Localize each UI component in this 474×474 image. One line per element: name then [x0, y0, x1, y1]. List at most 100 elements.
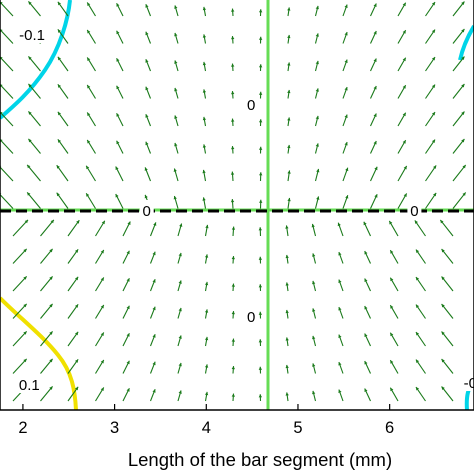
quiver-arrowhead [202, 6, 207, 11]
quiver-arrowhead [173, 168, 177, 172]
quiver-arrowhead [402, 2, 406, 7]
quiver-arrowhead [202, 197, 206, 201]
quiver-arrowhead [287, 89, 291, 94]
quiver-arrowhead [364, 361, 368, 365]
quiver-arrowhead [23, 248, 27, 253]
quiver-arrowhead [403, 193, 407, 197]
quiver-arrowhead [49, 331, 53, 335]
quiver-arrowhead [431, 139, 436, 144]
quiver-arrowhead [87, 57, 91, 61]
contour-minus-0.1-left [0, 0, 72, 120]
quiver-arrowhead [126, 360, 130, 365]
quiver-arrowhead [152, 251, 156, 256]
quiver-arrowhead [28, 1, 32, 5]
quiver-arrowhead [57, 139, 62, 143]
quiver-arrowhead [312, 308, 316, 312]
quiver-arrowhead [285, 282, 289, 286]
quiver-arrowhead [431, 112, 436, 116]
quiver-arrowhead [402, 85, 406, 89]
quiver-arrow [0, 193, 14, 209]
quiver-arrow [56, 164, 69, 182]
quiver-arrowhead [461, 1, 465, 5]
quiver-arrowhead [152, 361, 156, 366]
quiver-arrowhead [100, 359, 104, 364]
quiver-arrow [441, 248, 454, 264]
quiver-arrowhead [50, 219, 54, 224]
quiver-arrowhead [100, 277, 104, 281]
quiver-arrowhead [315, 88, 319, 92]
quiver-arrow [12, 330, 28, 347]
x-tick-label: 5 [293, 419, 302, 437]
quiver-arrow [0, 138, 14, 154]
quiver-arrowhead [87, 84, 91, 89]
quiver-arrowhead [312, 253, 316, 257]
quiver-arrowhead [173, 196, 177, 200]
contour-minus-0.1-right-top [458, 24, 474, 61]
quiver-arrowhead [126, 388, 130, 392]
quiver-arrowhead [312, 280, 316, 285]
quiver-arrowhead [285, 254, 289, 259]
quiver-arrowhead [178, 280, 182, 284]
quiver-arrow [40, 303, 53, 319]
quiver-arrow [414, 220, 426, 237]
quiver-arrowhead [461, 29, 465, 33]
quiver-arrowhead [153, 222, 157, 226]
quiver-arrowhead [230, 199, 235, 203]
quiver-arrowhead [461, 84, 465, 88]
quiver-arrowhead [316, 168, 320, 173]
quiver-arrow [452, 28, 465, 44]
quiver-arrow [12, 303, 28, 319]
quiver-arrowhead [178, 307, 182, 312]
quiver-arrowhead [174, 87, 178, 92]
quiver-arrowhead [231, 226, 236, 230]
quiver-arrow [40, 276, 53, 292]
quiver-arrow [452, 138, 465, 154]
quiver-arrowhead [152, 279, 156, 283]
quiver-arrowhead [431, 57, 436, 61]
quiver-arrowhead [461, 111, 465, 115]
quiver-arrowhead [144, 194, 148, 199]
quiver-arrow [28, 56, 41, 72]
quiver-arrowhead [74, 359, 79, 363]
quiver-arrowhead [316, 196, 320, 200]
quiver-arrowhead [87, 139, 91, 144]
x-tick-label: 2 [18, 419, 27, 437]
quiver-arrow [67, 219, 80, 237]
quiver-arrowhead [285, 392, 289, 396]
quiver-arrowhead [431, 29, 436, 34]
x-tick-label: 6 [385, 419, 394, 437]
quiver-arrowhead [116, 30, 120, 35]
quiver-arrowhead [57, 29, 62, 33]
quiver-arrowhead [315, 115, 319, 120]
quiver-arrowhead [287, 62, 291, 66]
quiver-arrowhead [338, 279, 342, 284]
quiver-arrowhead [415, 249, 420, 254]
quiver-arrowhead [258, 339, 263, 343]
quiver-arrow [0, 1, 14, 17]
quiver-arrowhead [462, 192, 466, 196]
quiver-arrow [28, 1, 41, 17]
quiver-arrowhead [315, 33, 319, 37]
quiver-arrowhead [337, 222, 341, 227]
quiver-arrow [441, 331, 454, 347]
quiver-arrowhead [204, 309, 209, 313]
quiver-arrowhead [126, 278, 130, 282]
quiver-arrowhead [87, 29, 91, 34]
quiver-arrowhead [49, 358, 53, 363]
contour-label: -0.1 [19, 27, 45, 44]
quiver-arrowhead [145, 31, 149, 36]
quiver-arrowhead [373, 3, 377, 8]
quiver-arrowhead [231, 338, 235, 342]
quiver-arrowhead [152, 306, 156, 311]
quiver-arrowhead [373, 86, 377, 90]
quiver-arrowhead [87, 2, 91, 6]
quiver-arrowhead [374, 166, 378, 171]
quiver-arrowhead [126, 250, 130, 255]
quiver-arrowhead [174, 142, 178, 147]
quiver-arrowhead [373, 58, 377, 63]
quiver-arrow [0, 56, 14, 72]
quiver-arrowhead [431, 2, 436, 6]
quiver-arrowhead [344, 114, 348, 119]
quiver-arrowhead [231, 146, 235, 150]
quiver-arrowhead [100, 387, 104, 391]
